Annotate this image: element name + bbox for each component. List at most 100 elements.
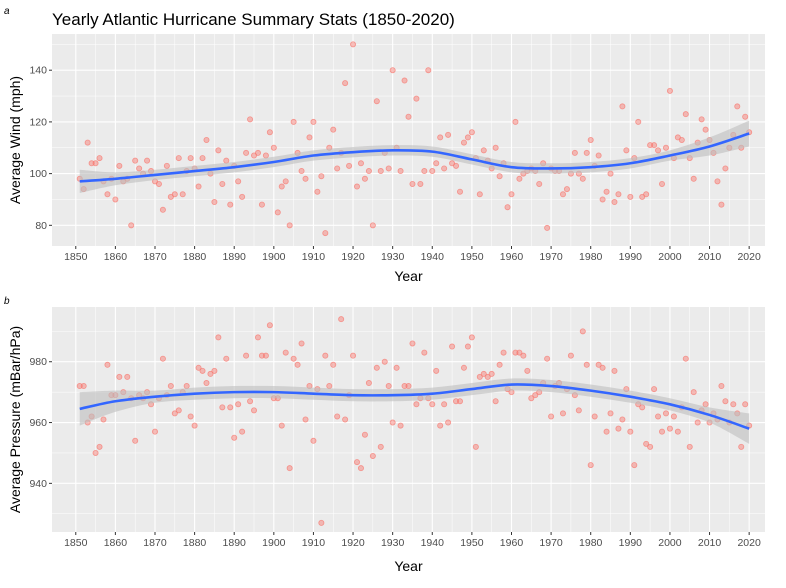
data-point [132, 437, 139, 444]
data-point [302, 416, 309, 423]
data-point [96, 155, 103, 162]
data-point [698, 116, 705, 123]
data-point [595, 361, 602, 368]
data-point [595, 152, 602, 159]
data-point [326, 383, 333, 390]
data-point [219, 180, 226, 187]
data-point [587, 462, 594, 469]
data-point [492, 398, 499, 405]
x-tick-label: 1980 [579, 537, 603, 549]
data-point [464, 343, 471, 350]
data-point [195, 183, 202, 190]
data-point [211, 367, 218, 374]
data-point [247, 398, 254, 405]
data-point [405, 113, 412, 120]
smooth-line [79, 383, 750, 430]
data-point [476, 373, 483, 380]
data-point [377, 443, 384, 450]
data-point [254, 334, 261, 341]
x-tick-label: 1910 [302, 537, 326, 549]
data-point [357, 160, 364, 167]
data-point [734, 103, 741, 110]
data-point [278, 183, 285, 190]
data-point [163, 162, 170, 169]
data-point [460, 364, 467, 371]
data-point [417, 180, 424, 187]
data-point [405, 383, 412, 390]
y-axis-label: Average Pressure (mBar/hPa) [7, 326, 23, 513]
data-point [397, 168, 404, 175]
data-point [330, 361, 337, 368]
x-tick-label: 2020 [737, 537, 761, 549]
data-point [722, 398, 729, 405]
data-point [318, 173, 325, 180]
data-point [199, 155, 206, 162]
data-point [334, 165, 341, 172]
data-point [536, 180, 543, 187]
data-point [373, 364, 380, 371]
x-tick-label: 1960 [500, 537, 524, 549]
x-tick-label: 1930 [381, 537, 405, 549]
data-point [203, 380, 210, 387]
x-tick-label: 1960 [500, 251, 524, 263]
x-tick-label: 1930 [381, 251, 405, 263]
x-tick-label: 1990 [619, 251, 643, 263]
data-point [456, 188, 463, 195]
data-point [100, 416, 107, 423]
data-point [575, 407, 582, 414]
data-point [350, 352, 357, 359]
data-point [421, 349, 428, 356]
data-point [579, 175, 586, 182]
panel-tag: b [4, 296, 10, 307]
data-point [116, 373, 123, 380]
data-point [480, 370, 487, 377]
data-point [548, 413, 555, 420]
data-point [151, 428, 158, 435]
data-point [385, 383, 392, 390]
data-point [310, 437, 317, 444]
y-axis-label: Average Wind (mph) [7, 76, 23, 204]
data-point [235, 178, 242, 185]
data-point [662, 410, 669, 417]
data-point [615, 191, 622, 198]
data-point [211, 199, 218, 206]
data-point [92, 449, 99, 456]
data-point [651, 142, 658, 149]
data-point [322, 352, 329, 359]
data-point [480, 147, 487, 154]
x-tick-label: 1880 [183, 251, 207, 263]
x-tick-label: 1990 [619, 537, 643, 549]
x-tick-label: 1940 [421, 537, 445, 549]
data-point [342, 80, 349, 87]
data-point [492, 144, 499, 151]
panel-background [52, 307, 765, 532]
confidence-ribbon [79, 378, 750, 444]
y-tick-label: 960 [29, 417, 47, 429]
data-point [583, 149, 590, 156]
data-point [247, 116, 254, 123]
data-point [603, 428, 610, 435]
y-tick-label: 980 [29, 356, 47, 368]
data-point [674, 428, 681, 435]
data-point [227, 404, 234, 411]
x-tick-label: 1890 [223, 537, 247, 549]
data-point [567, 352, 574, 359]
data-point [306, 134, 313, 141]
data-point [512, 118, 519, 125]
data-point [171, 191, 178, 198]
data-point [290, 118, 297, 125]
data-point [262, 352, 269, 359]
x-tick-label: 1860 [104, 251, 128, 263]
data-point [195, 364, 202, 371]
data-point [460, 139, 467, 146]
data-point [298, 168, 305, 175]
panel-tag: a [4, 6, 10, 17]
data-point [643, 191, 650, 198]
data-point [243, 149, 250, 156]
data-point [742, 113, 749, 120]
data-point [330, 126, 337, 133]
data-point [239, 428, 246, 435]
data-point [342, 416, 349, 423]
data-point [678, 136, 685, 143]
data-point [615, 425, 622, 432]
